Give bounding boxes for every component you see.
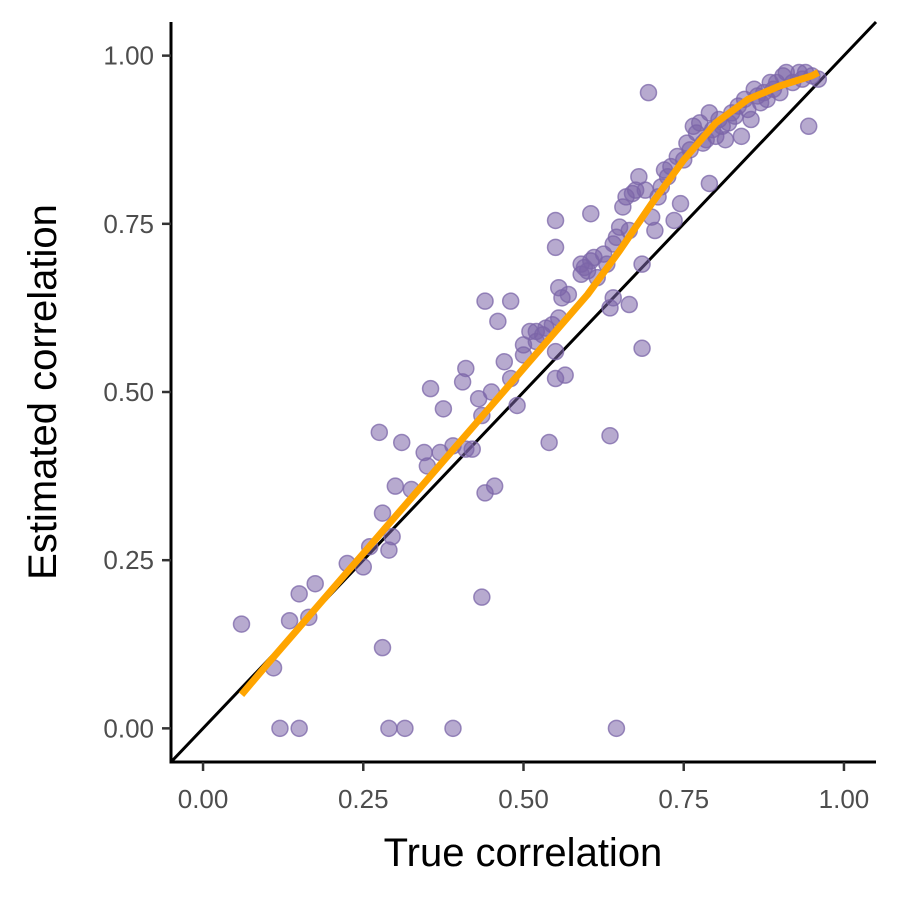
data-point bbox=[473, 588, 491, 606]
data-point bbox=[495, 352, 514, 371]
data-point bbox=[607, 719, 626, 738]
data-point bbox=[633, 339, 651, 358]
data-point bbox=[556, 366, 574, 384]
data-point bbox=[373, 638, 392, 657]
x-axis-title: True correlation bbox=[384, 831, 663, 875]
data-point bbox=[370, 423, 389, 442]
data-point bbox=[485, 477, 504, 495]
data-point bbox=[501, 292, 520, 310]
axes-layer: 0.00 0.25 0.50 0.75 1.00 0.00 0.25 0.50 0.75 1.00 bbox=[103, 22, 876, 814]
data-point bbox=[620, 295, 638, 314]
x-tick-label: 1.00 bbox=[819, 784, 870, 814]
data-point bbox=[604, 289, 622, 307]
smooth-line-layer bbox=[238, 69, 820, 697]
data-point bbox=[463, 440, 481, 458]
y-tick-label: 1.00 bbox=[103, 41, 154, 71]
data-point bbox=[271, 719, 289, 738]
data-point bbox=[671, 194, 690, 213]
y-tick-label: 0.00 bbox=[103, 713, 154, 743]
smooth-fit-line bbox=[238, 69, 820, 697]
x-tick-label: 0.75 bbox=[658, 784, 709, 814]
data-point bbox=[380, 719, 398, 738]
data-point bbox=[396, 719, 414, 738]
data-point bbox=[476, 292, 494, 310]
data-point bbox=[373, 504, 392, 522]
data-point bbox=[700, 174, 719, 193]
data-point bbox=[306, 574, 324, 593]
data-point bbox=[540, 433, 558, 452]
x-tick-label: 0.25 bbox=[338, 784, 389, 814]
x-tick-label: 0.50 bbox=[498, 784, 549, 814]
data-point bbox=[799, 117, 818, 136]
data-point bbox=[559, 285, 578, 304]
data-point bbox=[546, 342, 565, 361]
data-point bbox=[232, 615, 251, 633]
data-point bbox=[386, 477, 405, 495]
data-point bbox=[546, 238, 565, 257]
data-point bbox=[444, 719, 462, 738]
data-point bbox=[582, 204, 600, 223]
data-point bbox=[392, 433, 411, 452]
data-point bbox=[489, 312, 507, 331]
data-point bbox=[383, 527, 401, 546]
x-tick-label: 0.00 bbox=[178, 784, 229, 814]
data-point bbox=[290, 719, 308, 738]
data-point bbox=[732, 127, 751, 146]
data-point bbox=[716, 130, 735, 149]
y-tick-label: 0.75 bbox=[103, 209, 154, 239]
data-point bbox=[290, 585, 308, 603]
y-axis-title: Estimated correlation bbox=[21, 204, 65, 580]
y-tick-label: 0.50 bbox=[103, 377, 154, 407]
data-point bbox=[633, 255, 651, 273]
data-point bbox=[546, 211, 565, 230]
data-point bbox=[280, 611, 299, 630]
data-point bbox=[646, 221, 664, 240]
data-point bbox=[421, 379, 440, 398]
data-point bbox=[434, 400, 453, 418]
data-point bbox=[665, 211, 683, 230]
data-point bbox=[601, 426, 619, 445]
data-point bbox=[457, 359, 475, 378]
data-point bbox=[508, 396, 526, 415]
data-point bbox=[742, 110, 760, 129]
data-point bbox=[639, 83, 658, 102]
points-layer bbox=[232, 63, 828, 738]
y-tick-label: 0.25 bbox=[103, 545, 154, 575]
